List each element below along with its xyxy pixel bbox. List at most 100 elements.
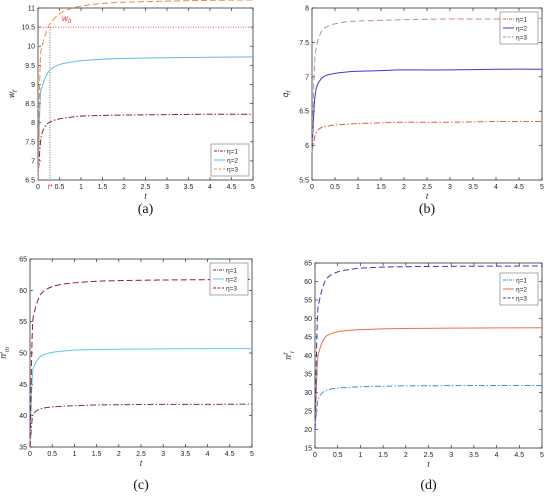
x-tick-label: 4 [494, 184, 498, 191]
series-line-eta-2 [314, 327, 543, 430]
x-tick-label: 2.5 [141, 184, 151, 191]
x-tick-label: 2 [404, 452, 408, 459]
series-line-eta-2 [37, 56, 254, 181]
x-axis-label: t [140, 459, 143, 468]
y-tick-label: 7 [31, 158, 35, 165]
x-tick-label: 2.5 [422, 184, 432, 191]
y-tick-label: 20 [304, 427, 312, 434]
y-tick-label: 15 [304, 446, 312, 453]
y-tick-label: 50 [19, 351, 27, 358]
y-tick-label: 65 [304, 261, 312, 268]
y-axis-label-main: π [0, 353, 8, 359]
legend-label: η=3 [226, 286, 237, 293]
x-tick-label: 0.5 [55, 184, 65, 191]
y-axis-label-main: π [284, 354, 293, 360]
x-axis-label: t [144, 192, 147, 201]
panel-label: (b) [419, 202, 436, 217]
x-axis-label: t [427, 460, 430, 469]
panel-label: (c) [133, 478, 149, 493]
y-axis-label-main: w [7, 91, 16, 98]
y-tick-label: 60 [19, 288, 27, 295]
y-tick-label: 11 [28, 6, 35, 13]
x-tick-label: 4 [206, 451, 210, 458]
y-tick-label: 8 [31, 120, 35, 127]
series-line-eta-1 [311, 120, 543, 153]
legend-label: η=1 [226, 268, 237, 275]
x-tick-label: 4 [208, 184, 212, 191]
x-tick-label: 0.5 [333, 452, 343, 459]
y-axis-label-sub: r [290, 350, 296, 353]
y-axis-label: wf [7, 89, 19, 98]
x-tick-label: 1.5 [378, 452, 388, 459]
y-tick-label: 55 [304, 298, 312, 305]
x-tick-label: 2.5 [136, 451, 146, 458]
x-tick-label: 5 [251, 184, 255, 191]
panel-label: (a) [138, 202, 154, 217]
series-line-eta-1 [29, 403, 253, 448]
x-tick-label: 0 [28, 451, 32, 458]
legend-label: η=2 [227, 158, 238, 165]
x-tick-label: 3.5 [468, 184, 478, 191]
x-tick-label: 2 [122, 184, 126, 191]
y-tick-label: 7.5 [299, 40, 309, 47]
y-axis-label-sup: f [284, 352, 290, 355]
series-line-eta-3 [37, 0, 254, 181]
y-tick-label: 10.5 [21, 25, 35, 32]
x-tick-label: 1.5 [98, 184, 108, 191]
chart-panel-c: 0 0.5 1 1.5 2 2.5 3 3.5 4 4.5 5 35 40 45 50 55 60 65 t πfm η… [0, 257, 254, 494]
legend: η=1 η=2 η=3 [210, 143, 250, 177]
w0-annotation: w0 [62, 14, 72, 25]
legend-label: η=3 [516, 296, 527, 303]
legend-label: η=3 [516, 35, 527, 42]
x-tick-label: 5 [540, 452, 544, 459]
x-tick-label: 5 [540, 184, 544, 191]
legend-label: η=2 [516, 26, 527, 33]
x-tick-label: 0 [313, 452, 317, 459]
legend-label: η=3 [227, 167, 238, 174]
legend-label: η=2 [226, 277, 237, 284]
x-tick-label: 0 [310, 184, 314, 191]
x-tick-label: 0.5 [330, 184, 340, 191]
y-tick-label: 25 [304, 409, 312, 416]
x-tick-label: 1 [358, 452, 362, 459]
series-line-eta-3 [29, 278, 253, 448]
y-tick-label: 65 [19, 257, 27, 264]
x-tick-label: 3 [165, 184, 169, 191]
y-tick-label: 45 [19, 382, 27, 389]
y-tick-label: 5.5 [299, 178, 309, 185]
series-line-eta-3 [314, 265, 543, 430]
y-axis-label: πfr [284, 350, 296, 360]
y-tick-label: 9.5 [25, 63, 35, 70]
x-tick-label: 3.5 [184, 184, 194, 191]
y-tick-label: 6.5 [25, 178, 35, 185]
y-tick-label: 40 [19, 413, 27, 420]
y-tick-label: 50 [304, 316, 312, 323]
series-line-eta-1 [314, 384, 543, 430]
w0-annotation-sub: 0 [68, 19, 72, 25]
x-tick-label: 1 [79, 184, 83, 191]
series-line-eta-1 [37, 113, 254, 181]
y-axis-label-sub: f [13, 89, 19, 92]
y-axis-label-sup: f [0, 351, 5, 354]
series-line-eta-2 [311, 68, 543, 153]
x-tick-label: 5 [250, 451, 254, 458]
y-tick-label: 8.5 [25, 101, 35, 108]
w0-annotation-main: w [62, 14, 69, 23]
chart-panel-b: 0 0.5 1 1.5 2 2.5 3 3.5 4 4.5 55.566.577.58tqfη=1η… [281, 6, 544, 218]
y-tick-label: 6.5 [299, 109, 309, 116]
x-tick-label: 1.5 [376, 184, 386, 191]
y-tick-label: 7.5 [25, 139, 35, 146]
x-tick-label: 2.5 [424, 452, 434, 459]
legend-label: η=2 [516, 287, 527, 294]
x-tick-label: 4 [495, 452, 499, 459]
series-line-eta-2 [29, 348, 253, 448]
x-tick-label: 3 [448, 184, 452, 191]
y-tick-label: 10 [27, 44, 35, 51]
chart-panel-a: 0 0.5 1 1.5 2 2.5 3 3.5 4 4.5 5 6.5 7 7.5 8 8.5 9 9.5 10 10… [7, 0, 255, 217]
x-tick-label: 1 [72, 451, 76, 458]
legend: η=1 η=2 η=3 [499, 11, 539, 45]
y-tick-label: 30 [304, 390, 312, 397]
legend-label: η=1 [516, 278, 527, 285]
x-tick-label: 4.5 [227, 184, 237, 191]
